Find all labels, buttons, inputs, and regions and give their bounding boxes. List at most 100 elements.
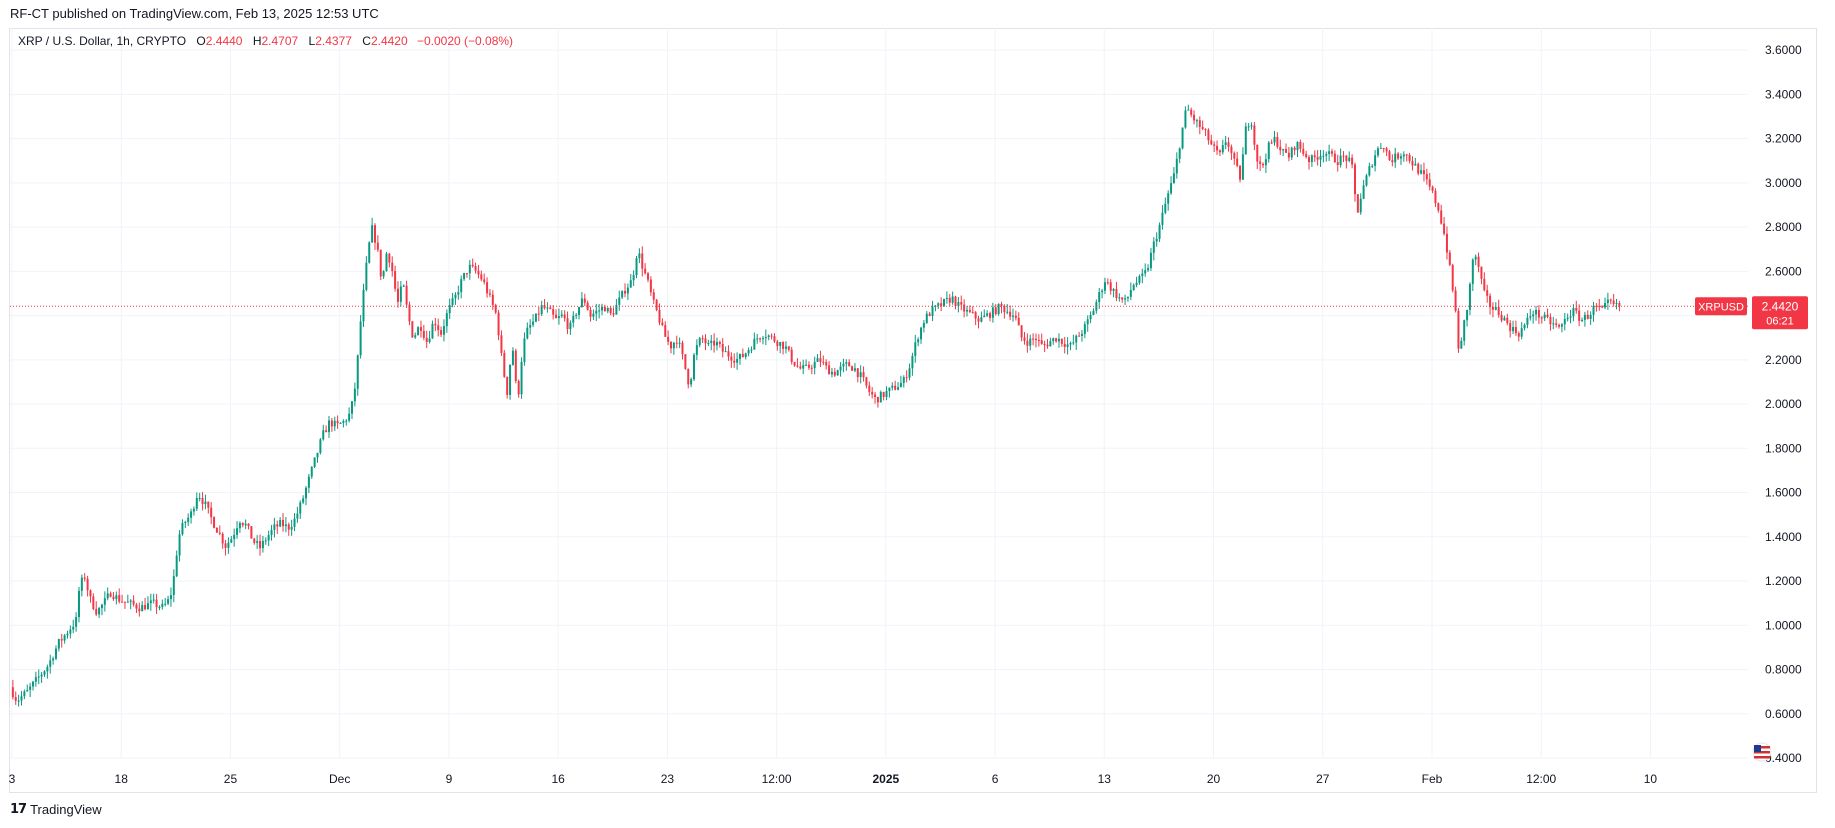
candle-body: [1144, 270, 1147, 274]
candle-body: [1264, 159, 1267, 166]
candle-body: [1267, 142, 1270, 160]
candle-body: [744, 353, 747, 357]
candle-body: [192, 508, 195, 512]
y-tick-label: 1.4000: [1765, 530, 1802, 544]
candle-body: [894, 385, 897, 390]
candle-body: [1273, 136, 1276, 143]
candle-body: [1129, 289, 1132, 297]
candle-body: [1618, 303, 1621, 307]
candle-body: [1155, 238, 1158, 242]
candle-body: [1296, 141, 1299, 151]
candle-body: [1213, 144, 1216, 146]
symbol-tag: [1695, 297, 1747, 316]
candle-body: [339, 422, 342, 424]
candle-body: [1089, 314, 1092, 320]
candle-body: [710, 340, 713, 344]
candle-body: [989, 313, 992, 318]
candle-body: [342, 420, 345, 423]
candle-body: [1149, 252, 1152, 269]
candle-body: [1115, 288, 1118, 298]
candle-body: [764, 337, 767, 339]
y-tick-label: 3.4000: [1765, 87, 1802, 101]
candle-body: [1181, 127, 1184, 149]
candle-body: [1399, 156, 1402, 159]
candle-body: [833, 371, 836, 376]
candle-body: [325, 430, 328, 433]
candle-body: [437, 325, 440, 331]
candle-body: [1270, 142, 1273, 144]
candle-body: [152, 599, 155, 601]
candle-body: [1578, 310, 1581, 321]
candle-body: [178, 534, 181, 556]
candle-body: [888, 387, 891, 392]
candle-body: [986, 313, 989, 316]
candle-body: [1276, 136, 1279, 147]
tradingview-logo-icon: 𝟭𝟳: [10, 802, 27, 817]
candle-body: [897, 387, 900, 390]
candle-body: [1595, 305, 1598, 307]
candle-body: [902, 377, 905, 383]
candle-body: [560, 314, 563, 317]
candle-body: [434, 323, 437, 326]
candle-body: [184, 522, 187, 524]
candle-body: [1049, 341, 1052, 347]
candle-body: [592, 313, 595, 317]
candle-body: [201, 498, 204, 505]
candle-body: [1520, 328, 1523, 337]
candle-body: [954, 296, 957, 307]
candle-body: [158, 606, 161, 608]
candle-body: [787, 346, 790, 350]
candle-body: [86, 578, 89, 591]
candle-body: [641, 253, 644, 269]
candle-body: [356, 355, 359, 389]
candle-body: [1408, 154, 1411, 161]
candle-body: [215, 527, 218, 533]
candle-body: [776, 341, 779, 346]
candle-body: [457, 292, 460, 295]
candle-body: [1057, 338, 1060, 342]
candle-body: [586, 302, 589, 310]
candle-body: [770, 335, 773, 337]
candle-body: [540, 305, 543, 315]
candle-body: [578, 307, 581, 315]
tradingview-brand[interactable]: 𝟭𝟳 TradingView: [10, 802, 102, 817]
candle-body: [34, 677, 37, 682]
candle-body: [868, 385, 871, 392]
candle-body: [621, 290, 624, 298]
candle-body: [230, 539, 233, 543]
candle-body: [218, 532, 221, 534]
candle-body: [738, 353, 741, 360]
candle-body: [207, 501, 210, 508]
candle-body: [282, 519, 285, 527]
candle-body: [23, 691, 26, 697]
candle-body: [1325, 154, 1328, 156]
candle-body: [552, 309, 555, 315]
candle-body: [626, 287, 629, 294]
candle-body: [270, 529, 273, 536]
candle-body: [799, 366, 802, 369]
x-tick-label: Dec: [329, 772, 350, 786]
candle-body: [845, 362, 848, 364]
candle-body: [509, 364, 512, 395]
candle-body: [77, 590, 80, 618]
candle-body: [350, 401, 353, 414]
candle-body: [1431, 186, 1434, 191]
candle-body: [376, 242, 379, 250]
candle-body: [488, 293, 491, 295]
x-tick-label: 2025: [872, 772, 899, 786]
candle-body: [687, 368, 690, 385]
candle-body: [92, 596, 95, 609]
chart-frame[interactable]: [9, 28, 1817, 793]
candle-body: [503, 352, 506, 377]
candle-body: [848, 362, 851, 367]
candle-body: [267, 535, 270, 541]
candle-body: [1043, 343, 1046, 345]
candle-body: [371, 225, 374, 243]
candle-body: [319, 439, 322, 453]
candle-body: [1425, 174, 1428, 180]
candle-body: [468, 264, 471, 274]
candle-body: [557, 316, 560, 319]
x-tick-label: 13: [1098, 772, 1112, 786]
candle-body: [198, 498, 201, 500]
